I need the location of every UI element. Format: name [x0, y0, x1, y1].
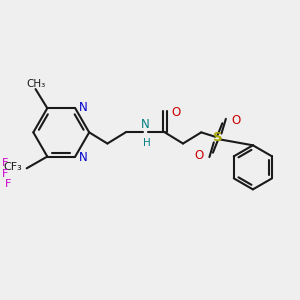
Text: O: O — [171, 106, 181, 119]
Text: N: N — [79, 151, 88, 164]
Text: N: N — [141, 118, 150, 131]
Text: F: F — [4, 179, 11, 189]
Text: CF₃: CF₃ — [4, 162, 22, 172]
Text: S: S — [213, 131, 222, 145]
Text: O: O — [195, 149, 204, 162]
Text: O: O — [231, 113, 240, 127]
Text: F: F — [2, 169, 9, 178]
Text: H: H — [143, 138, 150, 148]
Text: N: N — [79, 100, 88, 113]
Text: CH₃: CH₃ — [26, 79, 45, 89]
Text: F: F — [2, 158, 9, 168]
